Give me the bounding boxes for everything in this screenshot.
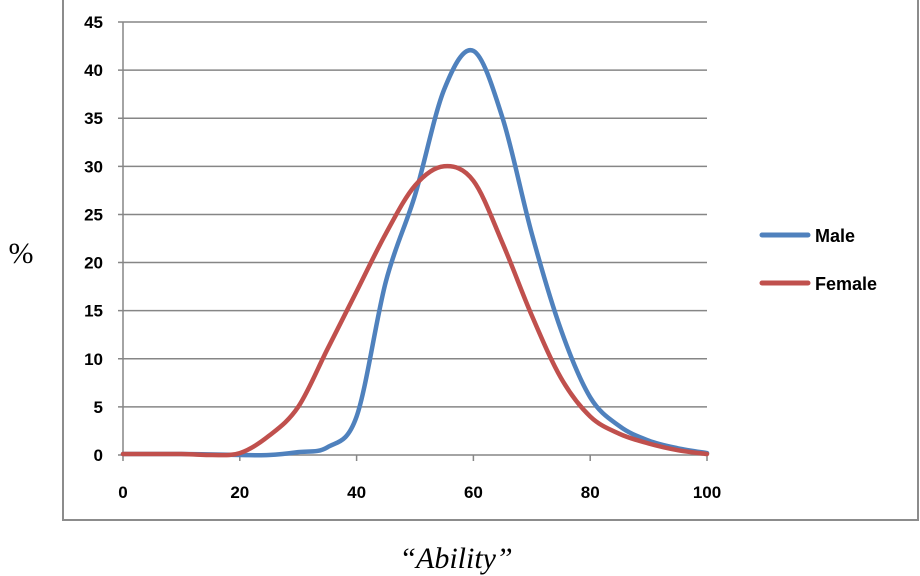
x-tick-label: 100 — [693, 483, 721, 502]
legend: Male Female — [759, 226, 877, 294]
tick-labels: 0 5 10 15 20 25 30 35 40 45 0 20 40 60 80 100 — [84, 13, 721, 502]
legend-label-male: Male — [815, 226, 855, 246]
series-line-female — [120, 163, 710, 458]
y-tick-label: 35 — [84, 109, 103, 128]
y-tick-label: 30 — [84, 157, 103, 176]
x-tick-label: 0 — [118, 483, 127, 502]
series-line-male — [120, 47, 710, 458]
gridlines — [118, 21, 707, 456]
x-tick-label: 60 — [464, 483, 483, 502]
y-tick-label: 45 — [84, 13, 103, 32]
y-tick-label: 20 — [84, 254, 103, 273]
x-tick-label: 80 — [581, 483, 600, 502]
legend-label-female: Female — [815, 274, 877, 294]
series-lines — [120, 47, 710, 458]
y-tick-label: 40 — [84, 61, 103, 80]
y-tick-label: 15 — [84, 302, 103, 321]
x-tick-label: 40 — [347, 483, 366, 502]
y-axis-title: % — [9, 237, 34, 270]
y-tick-label: 25 — [84, 205, 103, 224]
x-tick-label: 20 — [230, 483, 249, 502]
y-tick-label: 0 — [94, 446, 103, 465]
x-axis-title: “Ability” — [399, 542, 512, 575]
y-tick-label: 5 — [94, 398, 103, 417]
y-tick-label: 10 — [84, 350, 103, 369]
